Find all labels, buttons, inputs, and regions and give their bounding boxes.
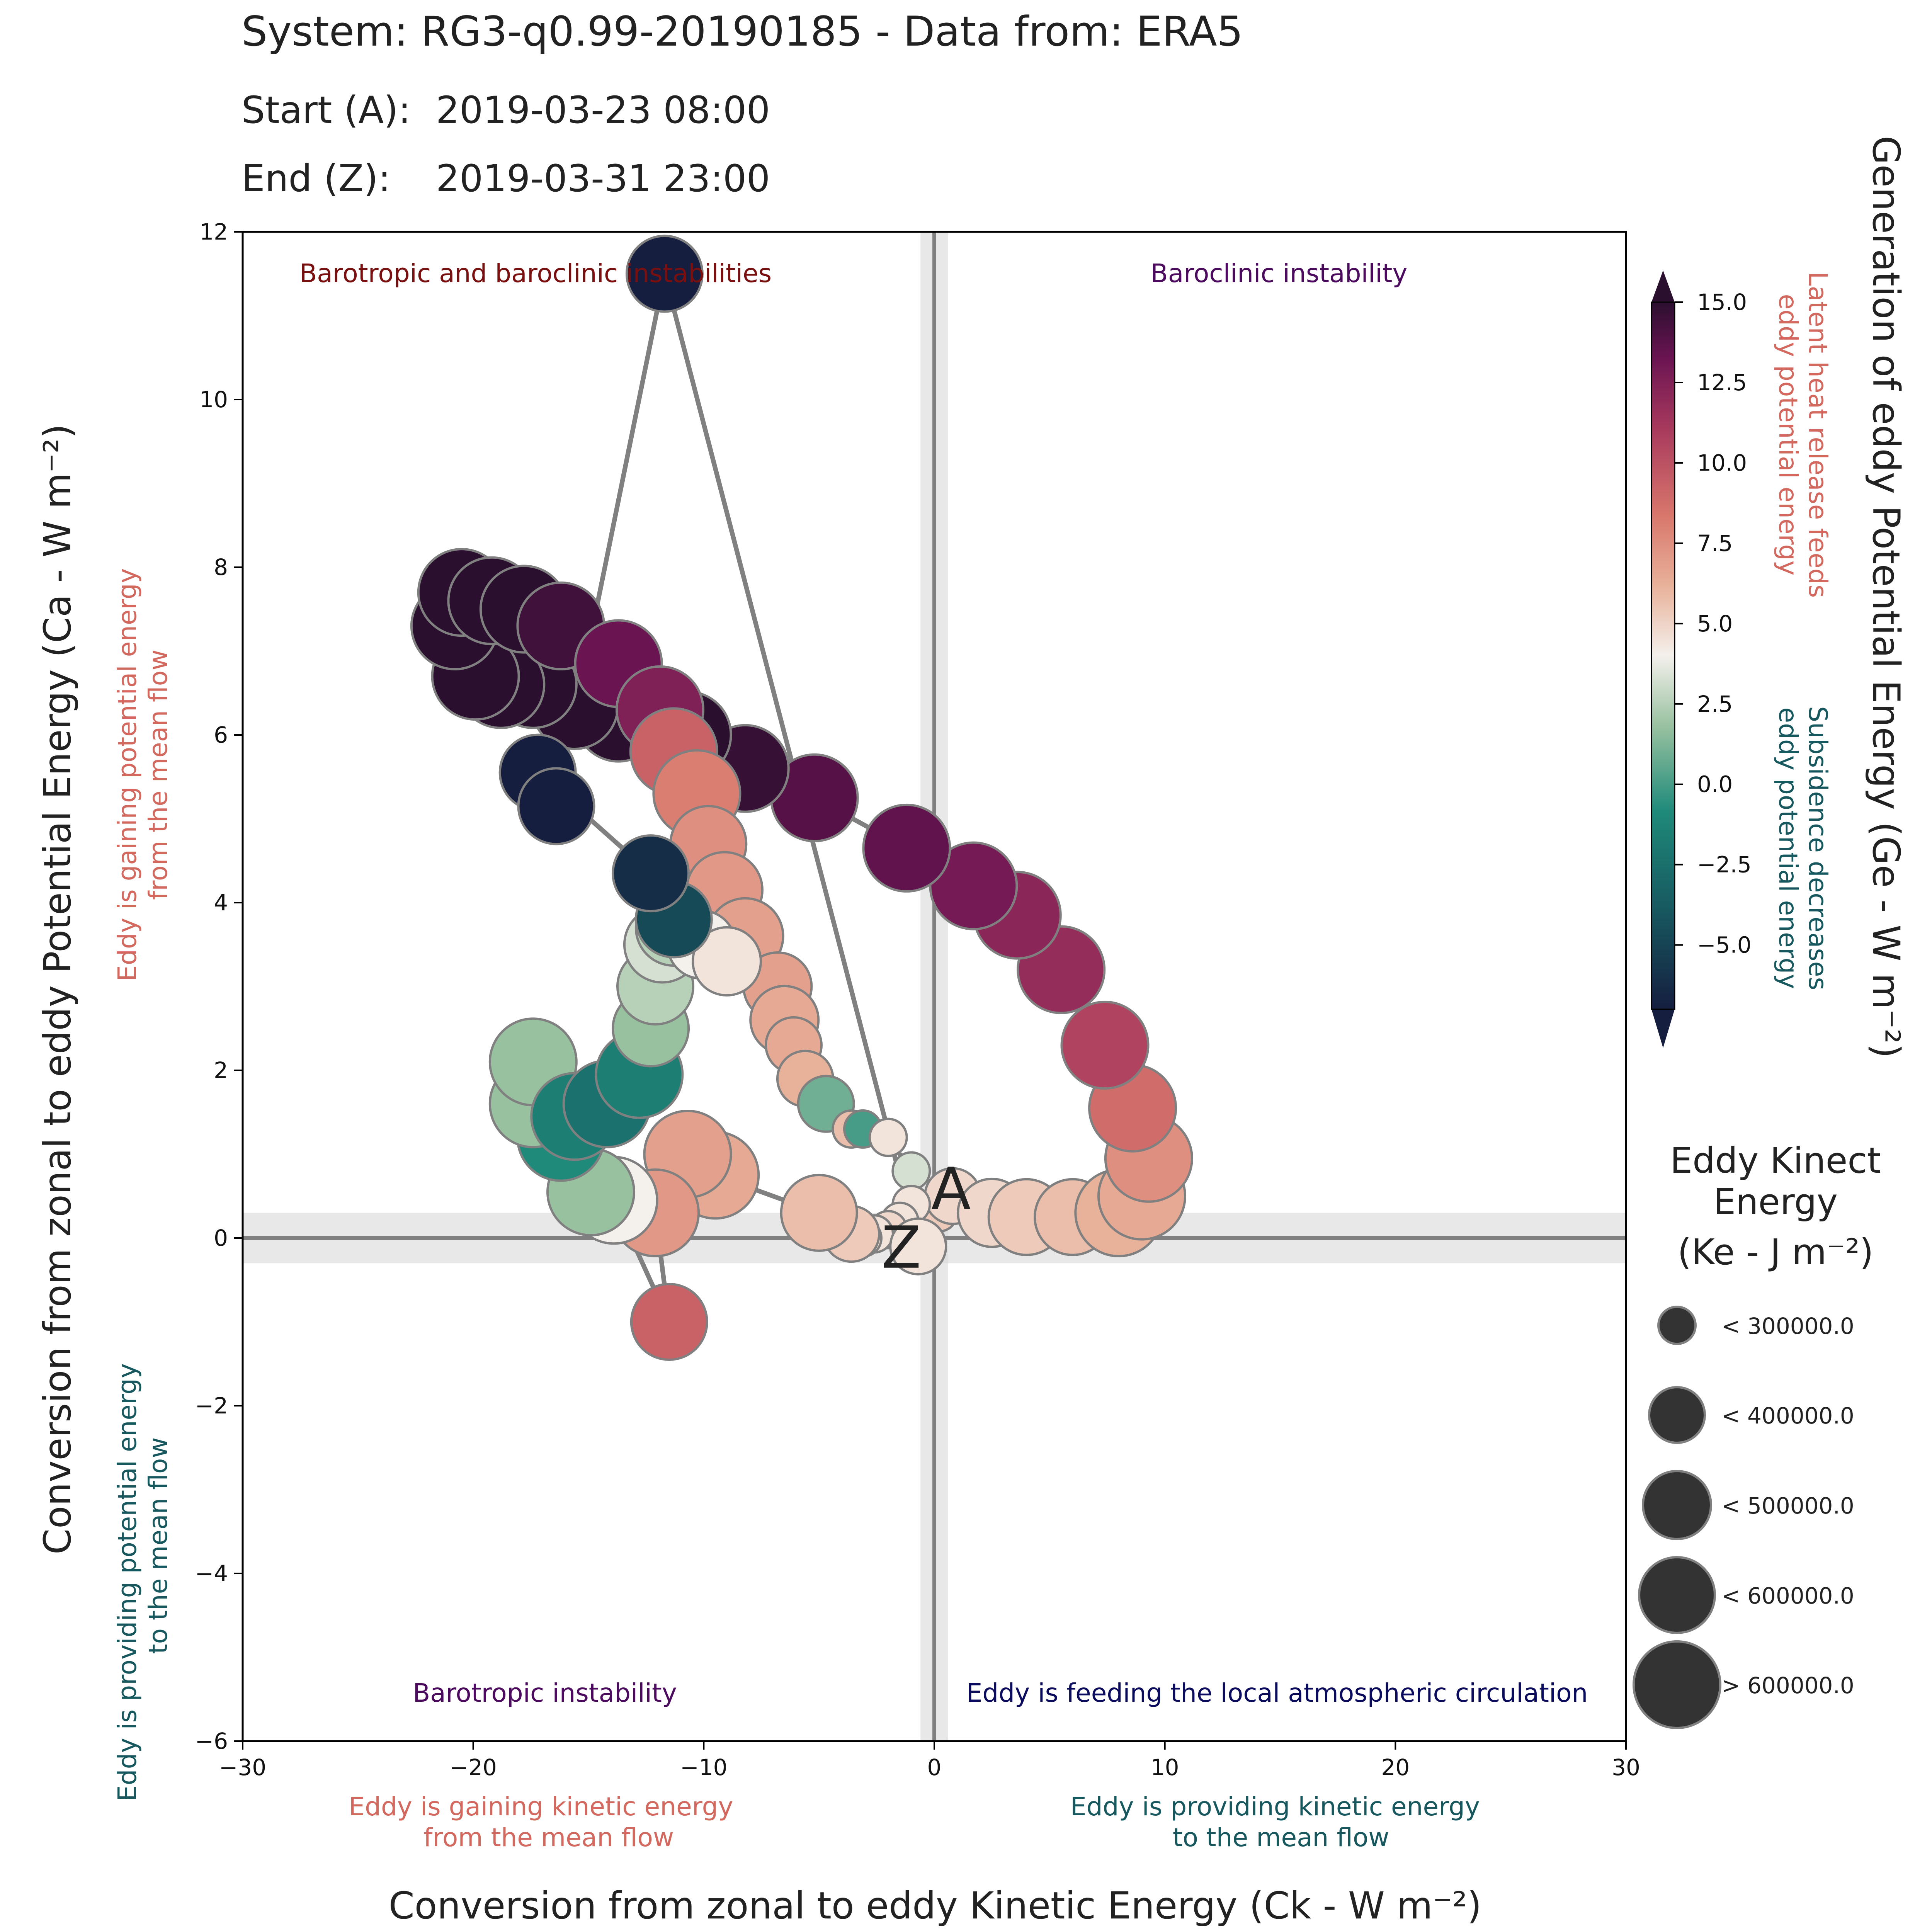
x-tick-label: 20 xyxy=(1381,1754,1410,1781)
colorbar-gradient xyxy=(1651,302,1675,1009)
colorbar-label: Generation of eddy Potential Energy (Ge … xyxy=(1864,136,1908,1058)
system-title: System: RG3-q0.99-20190185 - Data from: … xyxy=(242,8,1243,55)
y-annotation-top-2: from the mean flow xyxy=(143,650,173,900)
annotation-bottom-left: Barotropic instability xyxy=(413,1678,677,1708)
colorbar-tick-label: 15.0 xyxy=(1697,289,1747,315)
colorbar-tick-label: 2.5 xyxy=(1697,691,1733,717)
colorbar: 15.0 12.5 10.0 7.5 5.0 2.5 0.0 −2.5 −5.0 xyxy=(1651,270,1752,1048)
x-tick-label: 30 xyxy=(1612,1754,1640,1781)
size-legend-title-1: Eddy Kinect xyxy=(1670,1140,1881,1181)
colorbar-tick-label: 10.0 xyxy=(1697,450,1747,476)
colorbar-outline xyxy=(1651,301,1675,1010)
y-axis-ticks: −6 −4 −2 0 2 4 6 8 10 12 xyxy=(195,219,243,1754)
data-point xyxy=(862,803,951,893)
colorbar-top-extension xyxy=(1651,270,1675,302)
colorbar-bottom-extension xyxy=(1651,1009,1675,1048)
colorbar-ticks: 15.0 12.5 10.0 7.5 5.0 2.5 0.0 −2.5 −5.0 xyxy=(1675,289,1752,958)
data-point xyxy=(612,834,690,913)
x-axis-label: Conversion from zonal to eddy Kinetic En… xyxy=(389,1884,1482,1927)
size-legend-label: < 500000.0 xyxy=(1721,1493,1854,1519)
x-tick-label: 10 xyxy=(1151,1754,1179,1781)
colorbar-tick-label: −5.0 xyxy=(1697,932,1752,958)
data-point xyxy=(1060,1000,1150,1090)
y-annotation-bottom-1: Eddy is providing potential energy xyxy=(112,1363,142,1801)
y-tick-label: −6 xyxy=(195,1728,228,1754)
colorbar-tick-label: 7.5 xyxy=(1697,530,1733,556)
x-annotation-left-2: from the mean flow xyxy=(423,1823,674,1852)
data-point xyxy=(780,1173,858,1252)
x-tick-label: −10 xyxy=(680,1754,727,1781)
colorbar-annotation-top-2: eddy potential energy xyxy=(1773,294,1803,576)
data-point xyxy=(692,926,762,997)
end-marker: Z xyxy=(881,1214,921,1282)
size-legend-marker xyxy=(1633,1640,1721,1729)
y-tick-label: −4 xyxy=(195,1560,228,1587)
x-axis-ticks: −30 −20 −10 0 10 20 30 xyxy=(219,1741,1640,1781)
size-legend-label: < 600000.0 xyxy=(1721,1583,1854,1609)
size-legend: Eddy Kinect Energy (Ke - J m⁻²) < 300000… xyxy=(1633,1140,1881,1729)
annotation-top-left: Barotropic and baroclinic instabilities xyxy=(299,259,772,288)
y-tick-label: 4 xyxy=(214,889,228,916)
y-tick-label: 2 xyxy=(214,1057,228,1083)
points-layer xyxy=(410,235,1193,1361)
colorbar-annotation-bottom-2: eddy potential energy xyxy=(1773,707,1803,989)
colorbar-tick-label: 0.0 xyxy=(1697,771,1733,798)
data-point xyxy=(868,1117,908,1157)
data-point xyxy=(889,1217,947,1276)
colorbar-tick-label: 5.0 xyxy=(1697,611,1733,637)
data-point xyxy=(891,1151,931,1191)
y-axis-label: Conversion from zonal to eddy Potential … xyxy=(36,424,79,1554)
y-tick-label: 6 xyxy=(214,722,228,748)
start-value: 2019-03-23 08:00 xyxy=(436,88,770,132)
size-legend-label: < 300000.0 xyxy=(1721,1313,1854,1339)
size-legend-title-2: Energy xyxy=(1713,1181,1838,1223)
x-tick-label: −20 xyxy=(449,1754,497,1781)
size-legend-marker xyxy=(1648,1386,1706,1444)
colorbar-annotation-bottom-1: Subsidence decreases xyxy=(1803,706,1833,990)
data-point xyxy=(517,767,595,845)
start-label: Start (A): xyxy=(242,88,411,132)
y-tick-label: 10 xyxy=(199,386,228,413)
data-point xyxy=(630,1283,708,1361)
colorbar-annotation-top-1: Latent heat release feeds xyxy=(1803,272,1833,598)
start-marker: A xyxy=(931,1156,971,1223)
x-annotation-right-1: Eddy is providing kinetic energy xyxy=(1070,1792,1480,1821)
annotation-top-right: Baroclinic instability xyxy=(1151,259,1408,288)
size-legend-marker xyxy=(1657,1306,1697,1345)
data-point xyxy=(929,841,1018,930)
x-annotation-right-2: to the mean flow xyxy=(1173,1823,1389,1852)
end-value: 2019-03-31 23:00 xyxy=(436,157,770,200)
y-tick-label: 0 xyxy=(214,1225,228,1251)
size-legend-marker xyxy=(1638,1556,1716,1634)
x-tick-label: −30 xyxy=(219,1754,266,1781)
size-legend-label: < 400000.0 xyxy=(1721,1403,1854,1429)
colorbar-tick-label: −2.5 xyxy=(1697,852,1752,878)
size-legend-label: > 600000.0 xyxy=(1721,1672,1854,1699)
colorbar-tick-label: 12.5 xyxy=(1697,369,1747,396)
y-tick-label: 8 xyxy=(214,554,228,580)
y-tick-label: −2 xyxy=(195,1393,228,1419)
data-point xyxy=(625,235,704,313)
x-annotation-left-1: Eddy is gaining kinetic energy xyxy=(349,1792,733,1821)
y-annotation-bottom-2: to the mean flow xyxy=(143,1437,173,1654)
x-tick-label: 0 xyxy=(927,1754,942,1781)
y-annotation-top-1: Eddy is gaining potential energy xyxy=(112,568,142,981)
size-legend-items: < 300000.0 < 400000.0 < 500000.0 < 600000.0… xyxy=(1633,1306,1854,1729)
size-legend-marker xyxy=(1642,1470,1712,1540)
annotation-bottom-right: Eddy is feeding the local atmospheric ci… xyxy=(966,1678,1588,1708)
y-tick-label: 12 xyxy=(199,219,228,245)
size-legend-title-3: (Ke - J m⁻²) xyxy=(1677,1231,1873,1273)
end-label: End (Z): xyxy=(242,157,391,200)
